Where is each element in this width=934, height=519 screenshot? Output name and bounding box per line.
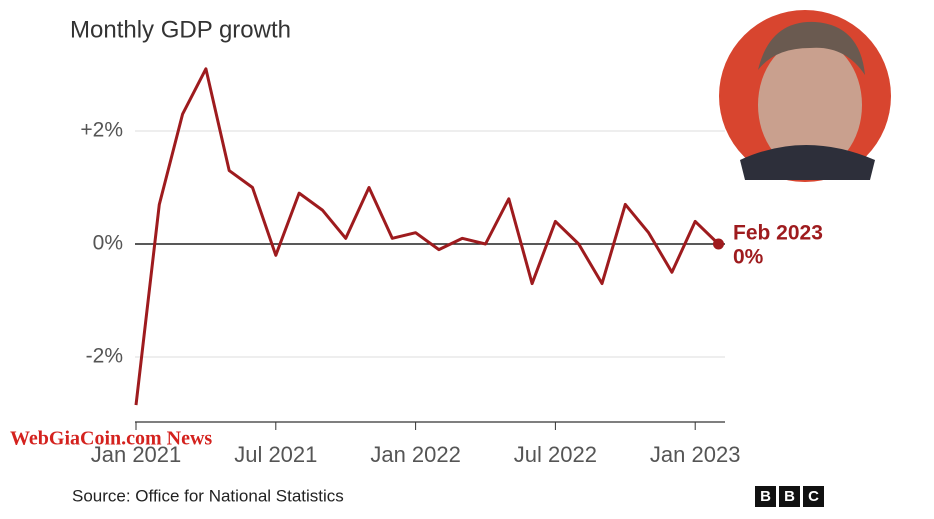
portrait-suit (740, 145, 875, 180)
logo-letter: B (760, 488, 771, 505)
portrait-hair (758, 21, 865, 75)
portrait-face (758, 39, 862, 171)
x-tick-label: Jul 2021 (234, 442, 317, 467)
x-tick-label: Jan 2023 (650, 442, 741, 467)
source: Source: Office for National Statistics (72, 486, 344, 505)
logo-box (755, 486, 776, 507)
logo-box (803, 486, 824, 507)
portrait (719, 10, 891, 182)
x-tick-label: Jan 2021 (91, 442, 182, 467)
watermark: WebGiaCoin.com News (10, 428, 212, 450)
annotation: Feb 2023 (733, 222, 823, 245)
end-point (713, 238, 724, 250)
logo-letter: B (784, 488, 795, 505)
annotation: 0% (733, 246, 764, 269)
logo-letter: C (808, 488, 819, 505)
x-tick-label: Jan 2022 (370, 442, 461, 467)
logo-box (779, 486, 800, 507)
line (134, 67, 720, 406)
y-tick-label: +2% (80, 119, 123, 142)
y-tick-label: 0% (93, 232, 123, 255)
chart-title: Monthly GDP growth (70, 16, 291, 43)
x-tick-label: Jul 2022 (514, 442, 597, 467)
y-tick-label: -2% (86, 345, 123, 368)
